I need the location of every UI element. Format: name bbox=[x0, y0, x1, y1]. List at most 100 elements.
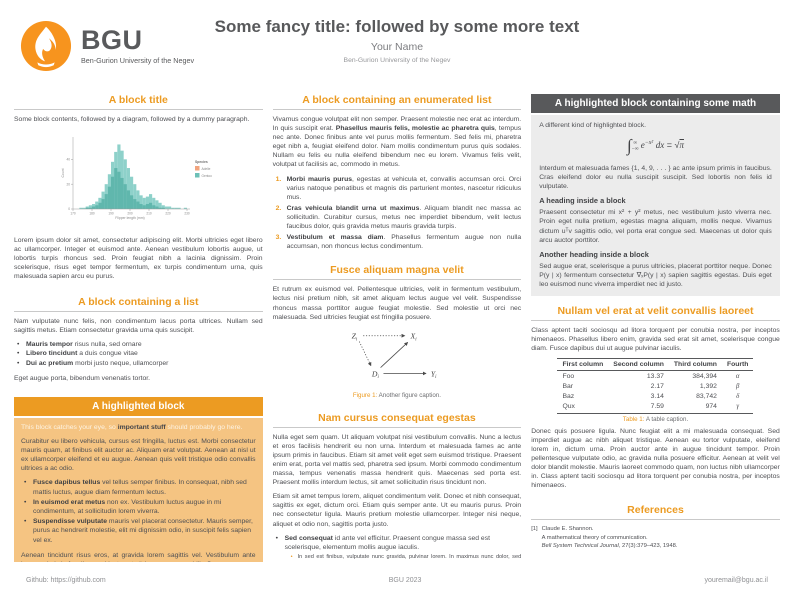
block-paragraph: Etiam sit amet tempus lorem, aliquet con… bbox=[272, 493, 522, 528]
svg-text:190: 190 bbox=[109, 212, 115, 216]
block-intro: Vivamus congue volutpat elit non semper.… bbox=[272, 116, 522, 169]
block-enumerated-list: A block containing an enumerated list Vi… bbox=[272, 94, 522, 255]
block-intro: Some block contents, followed by a diagr… bbox=[14, 116, 250, 123]
math-paragraph: Sed augue erat, scelerisque a purus ultr… bbox=[539, 262, 772, 288]
math-highlight-block: A highlighted block containing some math… bbox=[531, 94, 780, 297]
block-outro: Donec quis posuere ligula. Nunc feugiat … bbox=[531, 427, 780, 490]
svg-text:220: 220 bbox=[166, 212, 172, 216]
reference-entry: [1] Claude E. Shannon. A mathematical th… bbox=[531, 525, 780, 550]
display-equation: ∫ ∞ −∞ e−x² dx = √π bbox=[626, 136, 684, 156]
table-caption: Table 1: A table caption. bbox=[622, 415, 689, 423]
reference-number: [1] bbox=[531, 526, 538, 533]
reference-title: A mathematical theory of communication. bbox=[541, 534, 648, 541]
poster-header: BGU Ben-Gurion University of the Negev S… bbox=[14, 8, 780, 94]
reference-authors: Claude E. Shannon. bbox=[541, 526, 594, 533]
block-references: References [1] Claude E. Shannon. A math… bbox=[531, 504, 780, 550]
column-middle: A block containing an enumerated list Vi… bbox=[272, 94, 522, 562]
svg-text:170: 170 bbox=[71, 212, 77, 216]
svg-text:Species: Species bbox=[195, 160, 208, 164]
list-item: Sed consequat id ante vel efficitur. Pra… bbox=[276, 534, 522, 562]
math-lead: A different kind of highlighted block. bbox=[539, 122, 646, 129]
highlighted-block-title: A highlighted block containing some math bbox=[531, 94, 780, 113]
data-table: First column Second column Third column … bbox=[557, 358, 754, 414]
block-list: A block containing a list Nam vulputate … bbox=[14, 296, 263, 388]
svg-text:20: 20 bbox=[67, 182, 71, 186]
block-title: A block title bbox=[14, 94, 263, 110]
svg-text:40: 40 bbox=[67, 158, 71, 162]
svg-text:Gentoo: Gentoo bbox=[202, 174, 213, 178]
inblock-heading: Another heading inside a block bbox=[539, 249, 649, 259]
list-item: Dui ac pretium morbi justo neque, ullamc… bbox=[17, 359, 263, 369]
histogram-figure: 0 20 40 170 180 190 200 210 220 230 Flipper length… bbox=[14, 129, 263, 232]
column-right: A highlighted block containing some math… bbox=[531, 94, 780, 562]
block-title: A block containing an enumerated list bbox=[272, 94, 522, 110]
table-header: Fourth bbox=[721, 358, 754, 372]
svg-text:210: 210 bbox=[147, 212, 153, 216]
dag-node-y: Yi bbox=[431, 369, 437, 380]
highlight-lead: This block catches your eye, so importan… bbox=[21, 423, 243, 431]
table-header: Second column bbox=[608, 358, 669, 372]
svg-text:180: 180 bbox=[90, 212, 96, 216]
svg-text:0: 0 bbox=[69, 207, 71, 211]
footer-github-link[interactable]: Github: https://github.com bbox=[26, 577, 106, 584]
math-paragraph: Interdum et malesuada fames {1, 4, 9, . … bbox=[539, 165, 772, 191]
svg-text:Adelie: Adelie bbox=[202, 167, 211, 171]
list-item: Suspendisse vulputate mauris vel placera… bbox=[24, 517, 256, 546]
block-intro: Class aptent taciti sociosqu ad litora t… bbox=[531, 327, 780, 353]
sub-list-item: In sed est finibus, vulputate nunc gravi… bbox=[291, 554, 522, 562]
reference-venue: Bell System Technical Journal, 27(3):379… bbox=[541, 543, 678, 550]
table-header: Third column bbox=[668, 358, 722, 372]
svg-text:200: 200 bbox=[128, 212, 134, 216]
logo-subtitle: Ben-Gurion University of the Negev bbox=[81, 56, 195, 65]
footer-institution-year: BGU 2023 bbox=[388, 577, 422, 584]
logo-acronym: BGU bbox=[81, 25, 143, 55]
list-item: Mauris tempor risus nulla, sed ornare bbox=[17, 340, 263, 350]
poster-author: Your Name bbox=[370, 41, 424, 54]
svg-text:230: 230 bbox=[185, 212, 191, 216]
inblock-heading: A heading inside a block bbox=[539, 196, 626, 206]
list-item: Libero tincidunt a duis congue vitae bbox=[17, 349, 263, 359]
block-outro: Eget augue porta, bibendum venenatis tor… bbox=[14, 374, 151, 382]
block-title: References bbox=[531, 504, 780, 521]
dag-node-d: Di bbox=[371, 369, 380, 380]
poster-footer: Github: https://github.com BGU 2023 your… bbox=[0, 577, 794, 584]
table-row: Bar 2.17 1,392 β bbox=[562, 382, 740, 390]
block-title: A block containing a list bbox=[14, 296, 263, 312]
block-a-block-title: A block title Some block contents, follo… bbox=[14, 94, 263, 287]
highlight-outro: Aenean tincidunt risus eros, at gravida … bbox=[21, 551, 256, 562]
table-header: First column bbox=[557, 358, 609, 372]
table-row: Qux 7.59 974 γ bbox=[557, 401, 754, 414]
poster-affiliation: Ben-Gurion University of the Negev bbox=[343, 57, 451, 65]
highlighted-block-title: A highlighted block bbox=[14, 396, 263, 416]
block-table: Nullam vel erat at velit convallis laore… bbox=[531, 305, 780, 495]
enum-item: 1. Morbi mauris purus, egestas at vehicul… bbox=[275, 175, 522, 201]
block-paragraph: Nulla eget sem quam. Ut aliquam volutpat… bbox=[272, 433, 522, 487]
highlighted-block: A highlighted block This block catches y… bbox=[14, 396, 263, 562]
dag-diagram: Zi Xi Di Yi bbox=[351, 331, 437, 380]
dag-node-z: Zi bbox=[351, 331, 357, 342]
block-title: Fusce aliquam magna velit bbox=[272, 264, 522, 281]
footer-email-link[interactable]: youremail@bgu.ac.il bbox=[704, 577, 768, 584]
block-title: Nullam vel erat at velit convallis laore… bbox=[531, 305, 780, 322]
highlight-paragraph: Curabitur eu libero vehicula, cursus est… bbox=[21, 437, 256, 473]
block-paragraph: Et rutrum ex euismod vel. Pellentesque u… bbox=[272, 286, 522, 321]
svg-text:Flipper length (mm): Flipper length (mm) bbox=[116, 216, 145, 220]
column-left: A block title Some block contents, follo… bbox=[14, 94, 263, 562]
dag-node-x: Xi bbox=[409, 331, 417, 342]
poster-title: Some fancy title: followed by some more … bbox=[214, 17, 580, 36]
svg-text:Count: Count bbox=[61, 169, 65, 178]
block-figure: Fusce aliquam magna velit Et rutrum ex e… bbox=[272, 264, 522, 402]
table-row: Baz 3.14 83,742 δ bbox=[562, 392, 740, 400]
figure-caption: Figure 1: Another figure caption. bbox=[352, 391, 441, 399]
block-nam-cursus: Nam cursus consequat egestas Nulla eget … bbox=[272, 412, 522, 562]
bgu-logo-icon bbox=[20, 20, 72, 72]
math-paragraph: Praesent consectetur mi x² + y² metus, n… bbox=[539, 209, 772, 244]
university-logo: BGU Ben-Gurion University of the Negev bbox=[20, 20, 194, 72]
table-row: Foo 13.37 384,394 α bbox=[562, 372, 740, 380]
block-paragraph: Lorem ipsum dolor sit amet, consectetur … bbox=[14, 237, 263, 281]
enum-item: 3. Vestibulum et massa diam. Phasellus fe… bbox=[275, 234, 522, 251]
list-item: In euismod erat metus non ex. Vestibulum… bbox=[24, 498, 256, 517]
enum-item: 2. Cras vehicula blandit urna ut maximus.… bbox=[275, 204, 522, 231]
block-title: Nam cursus consequat egestas bbox=[272, 412, 522, 428]
